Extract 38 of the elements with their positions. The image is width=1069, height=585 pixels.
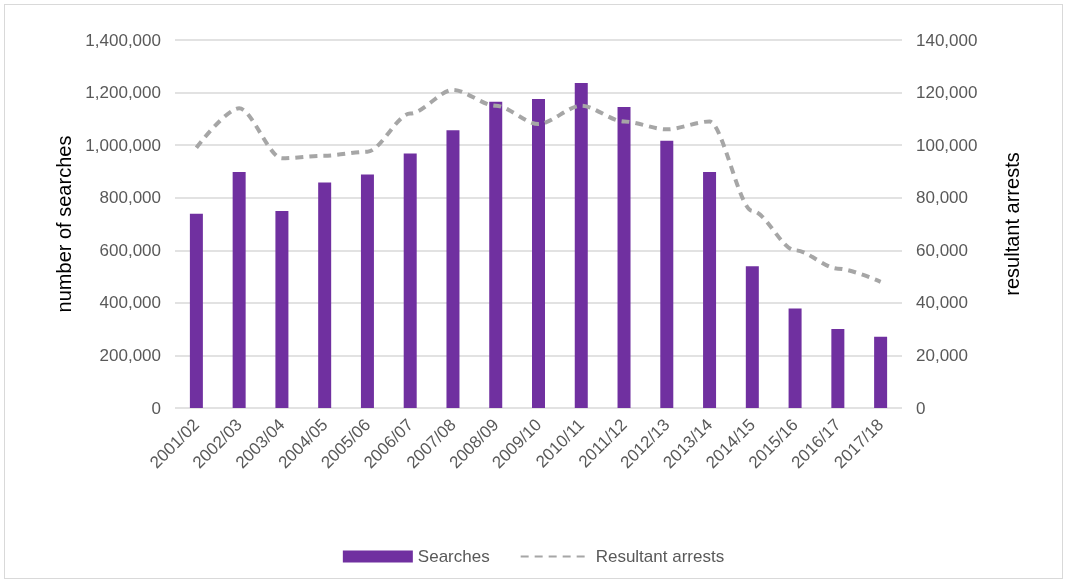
bar: [831, 328, 845, 408]
bar: [617, 107, 631, 408]
y-tick-label: 400,000: [99, 293, 161, 313]
legend-label: Resultant arrests: [595, 547, 725, 566]
bar: [874, 336, 888, 408]
bar: [318, 182, 332, 408]
y-tick-label: 200,000: [99, 345, 161, 365]
y-tick-label: 1,400,000: [85, 30, 161, 50]
y-tick-label: 0: [151, 398, 161, 418]
y2-tick-label: 120,000: [916, 83, 978, 103]
y2-tick-label: 100,000: [916, 135, 978, 155]
bar: [574, 83, 588, 408]
bar: [189, 213, 203, 408]
y2-tick-label: 60,000: [916, 240, 968, 260]
y2-tick-label: 0: [916, 398, 926, 418]
legend-label: Searches: [417, 547, 490, 566]
y-tick-label: 1,000,000: [85, 135, 161, 155]
bar: [489, 101, 503, 408]
y2-axis-title: resultant arrests: [1001, 152, 1023, 296]
bar: [403, 153, 417, 408]
y-axis-title: number of searches: [53, 135, 76, 313]
bar: [532, 98, 545, 408]
bar: [788, 308, 802, 408]
bar: [275, 211, 289, 408]
bar: [232, 171, 246, 408]
y2-tick-label: 20,000: [916, 345, 968, 365]
y-tick-label: 600,000: [99, 240, 161, 260]
y2-tick-label: 80,000: [916, 188, 968, 208]
bar: [446, 130, 460, 408]
line-series: [194, 87, 883, 284]
y2-tick-label: 140,000: [916, 30, 978, 50]
y-tick-label: 800,000: [99, 188, 161, 208]
bar: [360, 174, 374, 408]
bar: [660, 140, 674, 408]
bar: [745, 266, 759, 408]
bar: [703, 171, 717, 408]
y2-tick-label: 40,000: [916, 293, 968, 313]
y-tick-label: 1,200,000: [85, 83, 161, 103]
